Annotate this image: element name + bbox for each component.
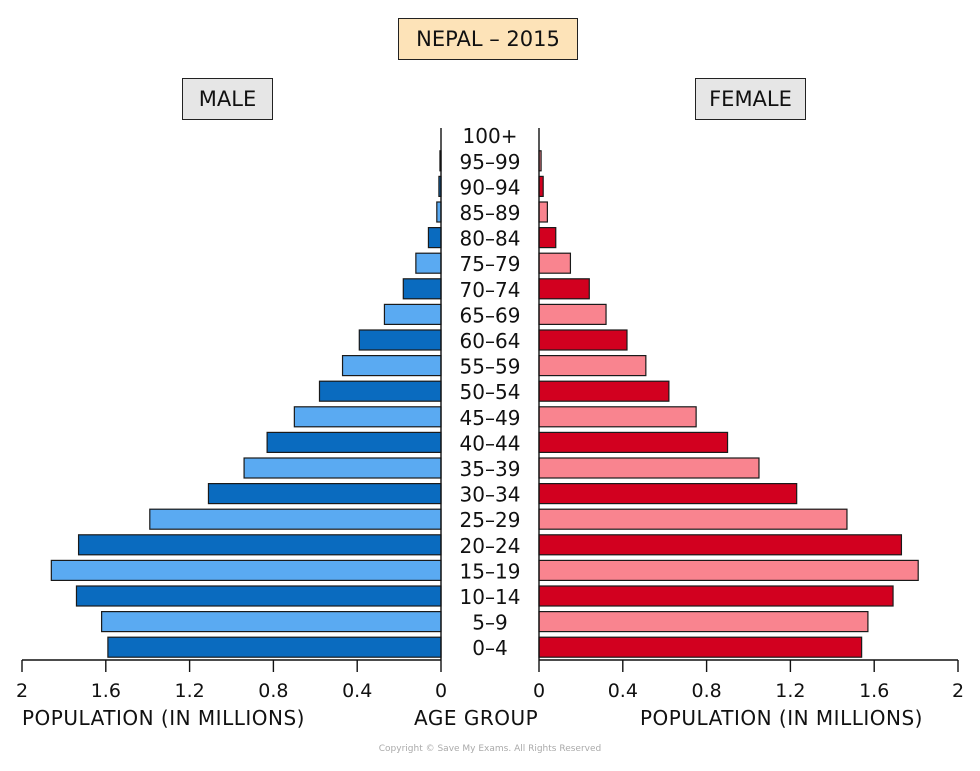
- female-label: FEMALE: [695, 78, 806, 120]
- male-label: MALE: [182, 78, 273, 120]
- male-bar-50–54: [318, 380, 442, 402]
- age-group-label: 0–4: [472, 636, 507, 660]
- female-bar-65–69: [538, 303, 607, 325]
- age-group-label: 10–14: [460, 585, 521, 609]
- age-group-label: 100+: [463, 124, 518, 148]
- female-bar-35–39: [538, 457, 760, 479]
- female-bar-45–49: [538, 406, 697, 428]
- female-bar-60–64: [538, 329, 628, 351]
- female-x-tick-label: 2: [952, 680, 964, 702]
- male-bar-0–4: [107, 636, 442, 658]
- y-axis-label: AGE GROUP: [414, 706, 539, 730]
- female-bar-55–59: [538, 355, 647, 377]
- female-bar-70–74: [538, 278, 590, 300]
- male-bar-10–14: [75, 585, 442, 607]
- female-x-tick-label: 0: [533, 680, 545, 702]
- male-bar-25–29: [149, 508, 442, 530]
- male-x-tick-label: 1.2: [174, 680, 204, 702]
- age-group-label: 55–59: [460, 355, 521, 379]
- male-bar-75–79: [415, 252, 442, 274]
- age-group-label: 25–29: [460, 508, 521, 532]
- female-bar-30–34: [538, 483, 798, 505]
- female-bar-15–19: [538, 559, 919, 582]
- age-group-label: 20–24: [460, 534, 521, 558]
- age-group-label: 65–69: [460, 303, 521, 327]
- female-bar-20–24: [538, 534, 903, 556]
- age-group-label: 85–89: [460, 201, 521, 225]
- age-group-label: 90–94: [460, 175, 521, 199]
- age-group-label: 80–84: [460, 227, 521, 251]
- copyright-notice: Copyright © Save My Exams. All Rights Re…: [378, 744, 602, 754]
- male-bar-45–49: [293, 406, 442, 428]
- male-bar-15–19: [50, 559, 442, 582]
- female-bar-75–79: [538, 252, 572, 274]
- male-bar-20–24: [77, 534, 442, 556]
- male-bar-65–69: [383, 303, 442, 325]
- male-bar-5–9: [101, 610, 442, 633]
- age-group-label: 95–99: [460, 150, 521, 174]
- female-bar-40–44: [538, 431, 729, 453]
- female-x-tick-label: 1.2: [775, 680, 805, 702]
- age-group-label: 50–54: [460, 380, 521, 404]
- female-bar-25–29: [538, 508, 848, 530]
- age-group-label: 30–34: [460, 483, 521, 507]
- female-x-tick-label: 0.4: [608, 680, 638, 702]
- female-bar-85–89: [538, 201, 548, 223]
- male-bar-30–34: [207, 483, 442, 505]
- female-x-tick-label: 0.8: [691, 680, 721, 702]
- male-x-tick-label: 1.6: [91, 680, 121, 702]
- female-bar-5–9: [538, 610, 869, 633]
- age-group-label: 5–9: [472, 611, 507, 635]
- age-group-label: 60–64: [460, 329, 521, 353]
- male-bar-40–44: [266, 431, 442, 453]
- x-axis-label-right: POPULATION (IN MILLIONS): [640, 706, 923, 730]
- female-x-tick-label: 1.6: [859, 680, 889, 702]
- age-group-label: 35–39: [460, 457, 521, 481]
- male-x-tick-label: 0.8: [258, 680, 288, 702]
- female-bar-50–54: [538, 380, 670, 402]
- male-bar-70–74: [402, 278, 442, 300]
- male-bar-35–39: [243, 457, 442, 479]
- male-x-tick-label: 0: [435, 680, 447, 702]
- age-group-label: 75–79: [460, 252, 521, 276]
- x-axis-label-left: POPULATION (IN MILLIONS): [22, 706, 305, 730]
- age-group-label: 40–44: [460, 431, 521, 455]
- age-group-label: 70–74: [460, 278, 521, 302]
- age-group-label: 15–19: [460, 559, 521, 583]
- female-bar-10–14: [538, 585, 894, 607]
- male-bar-55–59: [341, 355, 442, 377]
- female-bar-80–84: [538, 227, 557, 249]
- female-bar-0–4: [538, 636, 863, 658]
- age-group-label: 45–49: [460, 406, 521, 430]
- male-bar-60–64: [358, 329, 442, 351]
- male-x-tick-label: 2: [16, 680, 28, 702]
- male-x-tick-label: 0.4: [342, 680, 372, 702]
- chart-title: NEPAL – 2015: [398, 18, 578, 60]
- male-bar-80–84: [427, 227, 442, 249]
